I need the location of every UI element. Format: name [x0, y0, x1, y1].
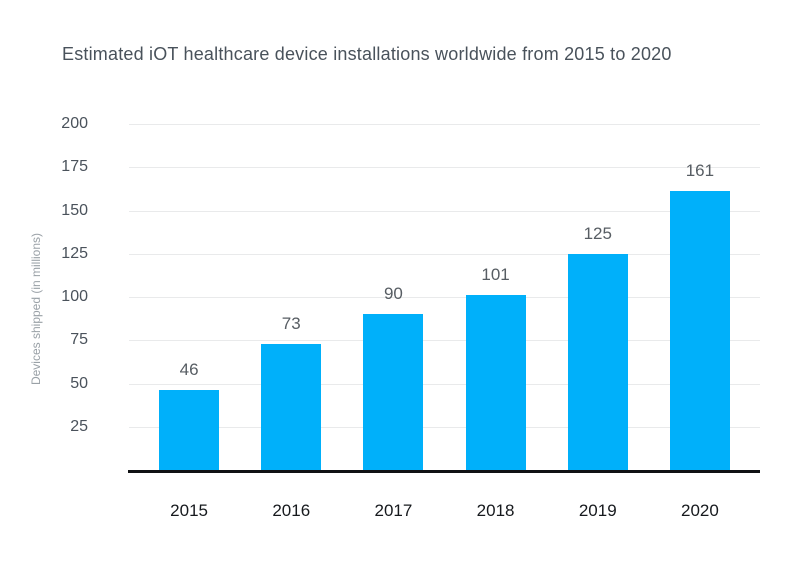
- x-tick-2017: 2017: [374, 501, 413, 520]
- bar-2017: [363, 314, 424, 470]
- y-tick-75: 75: [70, 331, 88, 349]
- y-tick-125: 125: [61, 244, 88, 262]
- value-label-2017: 90: [383, 284, 403, 304]
- gridline-50: [129, 383, 760, 385]
- gridline-75: [129, 340, 760, 342]
- y-tick-200: 200: [61, 115, 88, 132]
- x-tick-2019: 2019: [578, 501, 617, 520]
- gridline-25: [129, 426, 760, 428]
- y-tick-50: 50: [70, 374, 88, 392]
- gridline-125: [129, 253, 760, 255]
- bar-2019: [567, 253, 628, 470]
- chart-title: Estimated iOT healthcare device installa…: [62, 44, 672, 64]
- gridline-175: [129, 167, 760, 169]
- y-tick-150: 150: [61, 201, 88, 219]
- value-label-2019: 125: [583, 223, 612, 243]
- value-label-2015: 46: [179, 360, 199, 380]
- x-axis-line: [128, 470, 760, 473]
- value-label-2016: 73: [281, 313, 301, 333]
- x-tick-2015: 2015: [170, 501, 208, 520]
- bar-2020: [669, 191, 730, 470]
- bar-2015: [159, 390, 220, 470]
- y-tick-25: 25: [70, 417, 88, 435]
- x-tick-2020: 2020: [680, 501, 719, 520]
- y-tick-100: 100: [61, 288, 88, 305]
- gridline-100: [129, 297, 760, 298]
- value-label-2020: 161: [685, 161, 715, 181]
- gridline-200: [129, 124, 760, 125]
- bar-2016: [261, 343, 322, 470]
- value-label-2018: 101: [481, 265, 510, 285]
- x-tick-2018: 2018: [476, 501, 515, 520]
- gridline-150: [129, 210, 760, 212]
- y-tick-175: 175: [61, 158, 88, 176]
- x-tick-2016: 2016: [272, 501, 311, 520]
- bar-2018: [465, 295, 526, 470]
